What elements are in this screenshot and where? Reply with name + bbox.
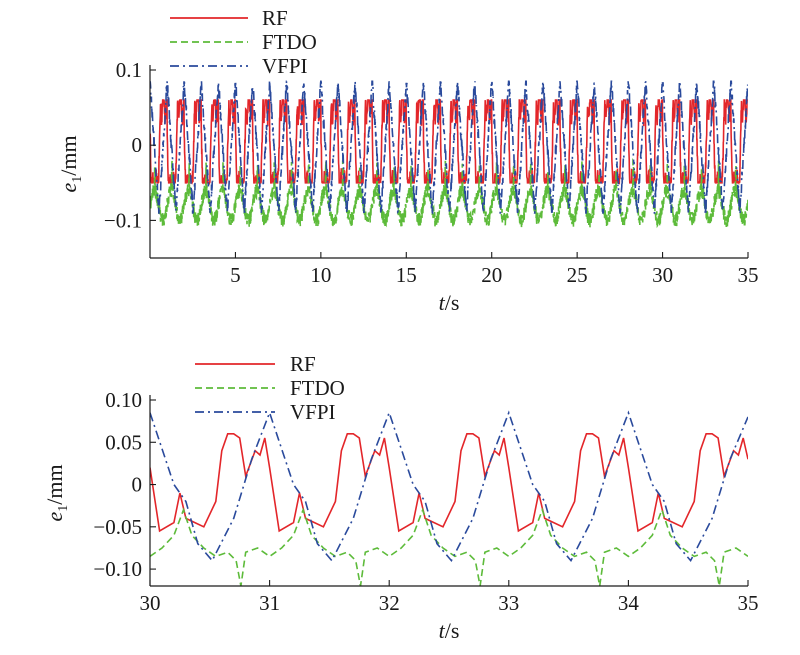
y-tick-label: 0 xyxy=(132,133,143,157)
y-axis-label: e1/mm xyxy=(56,135,85,192)
series-line-rf xyxy=(150,433,748,533)
x-tick-label: 32 xyxy=(379,591,400,615)
y-tick-label: 0 xyxy=(132,473,143,497)
bottom-chart-panel: 30 31 32 33 34 35 0.10 0.05 0 −0.05 −0.10 t/s e1/mm R… xyxy=(42,352,759,643)
series-group xyxy=(150,410,748,586)
y-tick-label: 0.10 xyxy=(105,388,142,412)
x-tick-label: 34 xyxy=(618,591,640,615)
x-tick-label: 33 xyxy=(498,591,519,615)
x-tick-label: 35 xyxy=(738,263,759,287)
y-tick-label: −0.1 xyxy=(104,208,142,232)
legend-label-vfpi: VFPI xyxy=(290,400,336,424)
y-tick-label: −0.10 xyxy=(93,557,142,581)
x-axis-label: t/s xyxy=(439,290,460,315)
x-tick-label: 25 xyxy=(567,263,588,287)
legend-label-ftdo: FTDO xyxy=(290,376,345,400)
series-line-vfpi xyxy=(150,79,748,215)
y-tick-label: 0.1 xyxy=(116,58,142,82)
y-tick-label: 0.05 xyxy=(105,430,142,454)
y-axis-label: e1/mm xyxy=(42,464,71,521)
x-tick-label: 30 xyxy=(652,263,673,287)
x-tick-label: 31 xyxy=(259,591,280,615)
series-group xyxy=(150,79,748,229)
y-tick-label: −0.05 xyxy=(93,515,142,539)
legend-label-ftdo: FTDO xyxy=(262,30,317,54)
x-tick-label: 15 xyxy=(396,263,417,287)
series-line-ftdo xyxy=(150,507,748,586)
x-tick-label: 5 xyxy=(230,263,241,287)
x-tick-label: 30 xyxy=(140,591,161,615)
x-tick-label: 35 xyxy=(738,591,759,615)
series-line-ftdo xyxy=(150,157,748,229)
x-tick-label: 10 xyxy=(310,263,331,287)
series-line-vfpi xyxy=(150,410,748,563)
x-tick-label: 20 xyxy=(481,263,502,287)
series-line-rf xyxy=(150,98,748,186)
legend-label-rf: RF xyxy=(262,6,288,30)
legend-label-vfpi: VFPI xyxy=(262,54,308,78)
legend-label-rf: RF xyxy=(290,352,316,376)
x-axis-label: t/s xyxy=(439,618,460,643)
